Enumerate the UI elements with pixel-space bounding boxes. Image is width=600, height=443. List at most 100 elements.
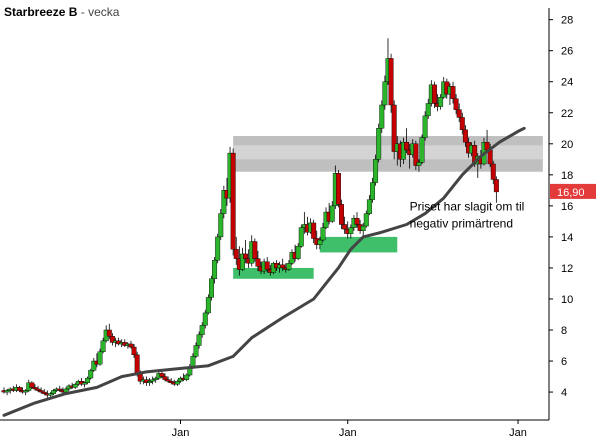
candle-body	[388, 58, 394, 106]
candle-body	[462, 129, 468, 143]
candle-body	[51, 390, 57, 394]
candle-body	[209, 278, 214, 298]
candle-body	[354, 218, 360, 225]
candle-body	[128, 343, 134, 348]
candle-body	[212, 259, 218, 279]
candle-body	[311, 222, 317, 239]
candle-body	[215, 236, 221, 261]
candle-body	[131, 346, 137, 356]
candle-body	[413, 143, 419, 166]
candle-body	[422, 115, 428, 138]
candle-body	[376, 128, 382, 160]
candle-body	[150, 379, 156, 382]
candle-body	[373, 159, 379, 183]
candle-body	[493, 179, 499, 193]
candle-body	[109, 336, 115, 343]
candle-body	[97, 351, 103, 365]
x-tick-label: Jan	[339, 427, 357, 439]
y-tick-label: 16	[561, 201, 573, 213]
y-tick-label: 8	[561, 325, 567, 337]
candle-body	[72, 384, 78, 388]
candle-body	[450, 86, 456, 99]
candle-body	[17, 387, 22, 391]
candle-body	[453, 98, 459, 110]
candle-body	[233, 249, 239, 259]
candle-body	[339, 204, 344, 225]
candle-body	[196, 334, 202, 346]
resistance-zone-band	[233, 145, 543, 160]
candle-body	[416, 162, 422, 166]
candle-body	[4, 390, 10, 393]
y-tick-label: 24	[561, 77, 573, 89]
candle-body	[404, 142, 410, 151]
chart-period-label: vecka	[88, 5, 120, 19]
candle-body	[202, 312, 208, 326]
y-tick-label: 28	[561, 15, 573, 27]
candle-body	[243, 253, 249, 259]
candle-body	[184, 374, 190, 380]
candle-body	[162, 376, 168, 380]
candle-body	[342, 224, 348, 230]
candle-body	[298, 227, 304, 247]
candle-body	[205, 297, 211, 314]
candle-body	[317, 239, 323, 245]
y-tick-label: 4	[561, 387, 567, 399]
candle-body	[32, 387, 38, 390]
candle-body	[363, 213, 369, 227]
candle-body	[221, 190, 227, 214]
candle-body	[370, 182, 375, 200]
candle-body	[106, 329, 112, 337]
last-price-tag	[550, 183, 596, 199]
y-tick-label: 10	[561, 294, 573, 306]
candle-body	[168, 381, 174, 383]
annotation-line-1: Priset har slagit om til	[410, 200, 525, 214]
candle-body	[264, 261, 270, 270]
candle-body	[38, 390, 44, 393]
x-tick-label: Jan	[509, 427, 527, 439]
candle-body	[159, 373, 165, 377]
candle-body	[218, 213, 224, 238]
candle-body	[41, 391, 47, 394]
candle-body	[63, 388, 69, 393]
candle-body	[57, 388, 63, 391]
candle-body	[379, 104, 385, 129]
candle-body	[320, 227, 326, 241]
candle-body	[400, 142, 406, 160]
y-tick-label: 26	[561, 46, 573, 58]
moving-average-line	[2, 126, 526, 417]
candle-body	[165, 379, 171, 382]
chart-title-group: Starbreeze B - vecka	[4, 5, 119, 19]
y-tick-label: 20	[561, 139, 573, 151]
y-tick-label: 12	[561, 263, 573, 275]
candle-body	[425, 103, 431, 117]
candle-body	[280, 264, 286, 269]
candle-body	[490, 163, 496, 180]
candle-body	[431, 84, 437, 104]
candle-body	[255, 258, 261, 267]
y-tick-label: 18	[561, 170, 573, 182]
chart-title: Starbreeze B	[4, 5, 78, 19]
y-tick-label: 22	[561, 108, 573, 120]
candle-body	[360, 225, 366, 231]
candle-body	[100, 340, 106, 352]
candle-body	[335, 173, 341, 205]
candle-body	[391, 104, 397, 152]
candle-body	[329, 205, 335, 222]
candle-body	[193, 345, 199, 357]
y-tick-label: 6	[561, 356, 567, 368]
support-zone-2	[319, 236, 398, 253]
candle-body	[147, 381, 153, 383]
candle-body	[199, 325, 205, 335]
candle-body	[82, 382, 87, 385]
candle-body	[88, 370, 94, 379]
candle-body	[438, 97, 444, 107]
candle-body	[230, 152, 236, 250]
candle-body	[459, 117, 465, 131]
candle-body	[295, 246, 301, 259]
x-tick-label: Jan	[172, 427, 190, 439]
candle-body	[174, 381, 180, 385]
candle-body	[47, 393, 53, 396]
candle-body	[419, 137, 425, 163]
